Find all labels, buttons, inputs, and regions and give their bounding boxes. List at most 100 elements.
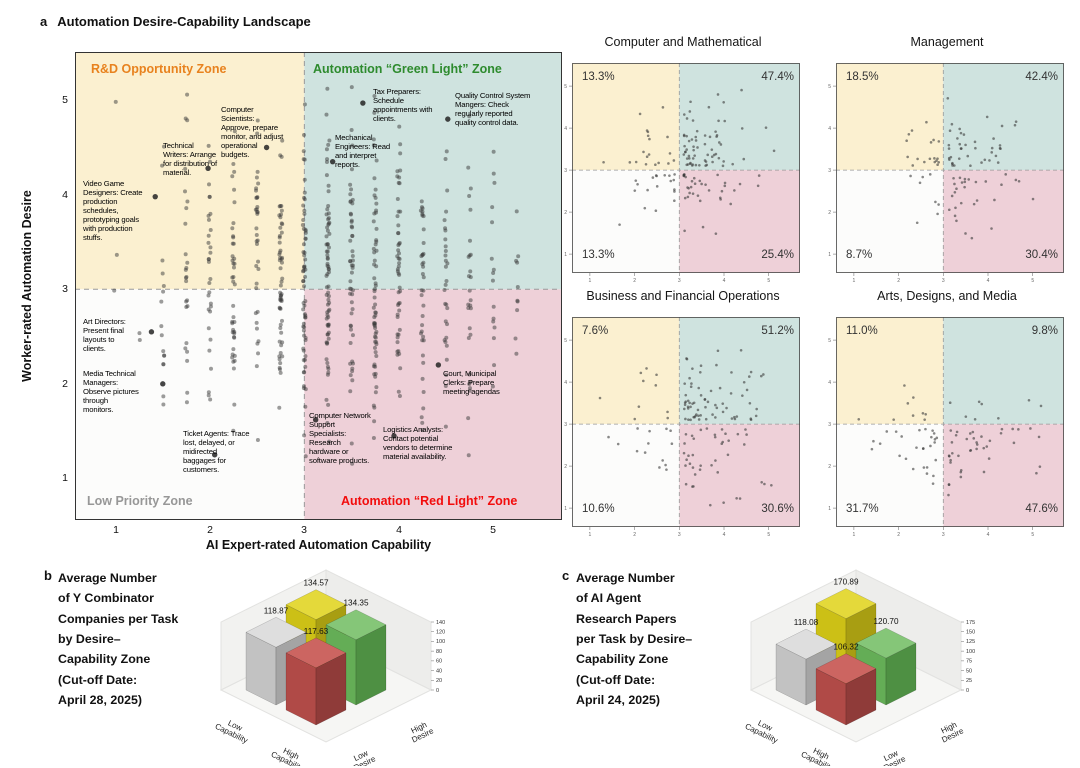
quadrant-pct-bottom-left: 8.7% <box>846 249 873 261</box>
svg-text:4: 4 <box>723 278 726 284</box>
x-tick: 1 <box>113 524 119 536</box>
y-axis-title: Worker-rated Automation Desire <box>20 190 34 382</box>
svg-text:LowDesire: LowDesire <box>879 746 908 766</box>
panel-b-caption: b Average Number of Y Combinator Companies… <box>44 568 190 710</box>
yc-companies-3d-bar-chart: 0 20 40 60 80 100 120 140 118.87 134.57 117.63 134.… <box>214 569 445 766</box>
zone-label-rd-opportunity: R&D Opportunity Zone <box>91 62 227 76</box>
svg-text:5: 5 <box>1031 532 1034 538</box>
occupation-panel-management: Management 1 1 2 2 3 3 4 4 5 5 18.5% 42.4% 8.7% 3… <box>824 28 1070 292</box>
svg-text:5: 5 <box>767 532 770 538</box>
svg-text:3: 3 <box>678 532 681 538</box>
zone-label-low-priority: Low Priority Zone <box>87 494 193 508</box>
svg-text:LowCapability: LowCapability <box>214 714 253 745</box>
svg-text:5: 5 <box>564 338 567 344</box>
caption-line: April 24, 2025) <box>576 693 661 708</box>
x-tick: 5 <box>490 524 496 536</box>
svg-text:4: 4 <box>564 380 567 386</box>
svg-text:4: 4 <box>564 126 567 132</box>
svg-text:2: 2 <box>633 532 636 538</box>
quadrant-pct-top-right: 47.4% <box>761 71 794 83</box>
svg-text:3: 3 <box>828 422 831 428</box>
quadrant-pct-top-right: 9.8% <box>1031 325 1058 337</box>
panel-c-title: Average Number of AI Agent Research Papers… <box>576 568 718 710</box>
svg-text:5: 5 <box>767 278 770 284</box>
task-annotation: Technical Writers: Arrange for distribut… <box>163 141 217 177</box>
svg-text:20: 20 <box>436 678 442 684</box>
svg-text:3: 3 <box>564 422 567 428</box>
svg-text:HighDesire: HighDesire <box>407 718 436 744</box>
caption-line: April 28, 2025) <box>58 693 143 708</box>
svg-text:2: 2 <box>564 464 567 470</box>
svg-text:80: 80 <box>436 649 442 655</box>
occupation-panel-computer-mathematical: Computer and Mathematical 1 1 2 2 3 3 4 4 5 5 13.… <box>560 28 806 292</box>
quadrant-pct-top-left: 18.5% <box>846 71 879 83</box>
svg-text:140: 140 <box>436 620 445 626</box>
panel-c-label: c <box>562 568 570 583</box>
occupation-panel-business-financial: Business and Financial Operations 1 1 2 2 3 3… <box>560 282 806 546</box>
caption-line: of Y Combinator <box>58 591 154 606</box>
caption-line: Average Number <box>58 571 157 585</box>
panel-b-label: b <box>44 568 52 583</box>
quadrant-pct-bottom-right: 30.4% <box>1025 249 1058 261</box>
panel-a-title: Automation Desire-Capability Landscape <box>57 14 311 29</box>
svg-text:100: 100 <box>966 649 975 655</box>
svg-text:3: 3 <box>942 532 945 538</box>
svg-text:5: 5 <box>828 84 831 90</box>
y-tick: 4 <box>62 189 68 201</box>
y-axis-ticks: 5 4 3 2 1 <box>42 52 68 520</box>
occupation-scatter: 1 1 2 2 3 3 4 4 5 5 <box>828 63 1064 284</box>
occupation-panel-arts-media: Arts, Designs, and Media 1 1 2 2 3 3 4 4 5 5 11.0… <box>824 282 1070 546</box>
svg-text:1: 1 <box>852 278 855 284</box>
y-tick: 5 <box>62 94 68 106</box>
quadrant-pct-top-left: 13.3% <box>582 71 615 83</box>
svg-text:4: 4 <box>828 126 831 132</box>
task-annotation: Computer Scientists: Approve, prepare mo… <box>221 105 284 159</box>
svg-text:50: 50 <box>966 668 972 674</box>
caption-line: of AI Agent <box>576 591 642 606</box>
svg-text:125: 125 <box>966 639 975 645</box>
svg-text:4: 4 <box>828 380 831 386</box>
svg-text:3: 3 <box>678 278 681 284</box>
svg-text:LowCapability: LowCapability <box>744 714 783 745</box>
svg-text:1: 1 <box>852 532 855 538</box>
svg-text:0: 0 <box>966 688 969 694</box>
svg-text:134.57: 134.57 <box>303 579 328 588</box>
occupation-scatter: 1 1 2 2 3 3 4 4 5 5 <box>828 317 1064 538</box>
landscape-plot: R&D Opportunity Zone Automation “Green L… <box>75 52 562 520</box>
svg-text:100: 100 <box>436 639 445 645</box>
task-annotation: Tax Preparers: Schedule appointments wit… <box>373 87 433 123</box>
svg-text:106.32: 106.32 <box>833 643 858 652</box>
caption-line: Average Number <box>576 571 675 585</box>
quadrant-pct-top-left: 7.6% <box>582 325 609 337</box>
occupation-title: Computer and Mathematical <box>604 35 762 49</box>
svg-text:3: 3 <box>564 168 567 174</box>
quadrant-pct-top-right: 51.2% <box>761 325 794 337</box>
y-tick: 3 <box>62 283 68 295</box>
occupation-title: Business and Financial Operations <box>586 289 780 303</box>
svg-text:5: 5 <box>564 84 567 90</box>
quadrant-pct-bottom-left: 10.6% <box>582 503 615 515</box>
svg-text:175: 175 <box>966 620 975 626</box>
x-axis-ticks: 1 2 3 4 5 <box>75 524 562 538</box>
ai-papers-3d-bar-chart: 0 25 50 75 100 125 150 175 118.08 170.89 106.32 120… <box>744 569 975 766</box>
task-annotation: Quality Control System Mangers: Check re… <box>455 91 531 127</box>
svg-text:LowDesire: LowDesire <box>349 746 378 766</box>
quadrant-pct-bottom-right: 25.4% <box>761 249 794 261</box>
svg-text:1: 1 <box>564 506 567 512</box>
svg-text:120.70: 120.70 <box>873 617 898 626</box>
svg-text:1: 1 <box>828 252 831 258</box>
caption-line: (Cut-off Date: <box>576 672 656 687</box>
panel-a-label: a <box>40 14 48 29</box>
task-annotations-layer: Video Game Designers: Create production … <box>75 52 562 520</box>
svg-text:40: 40 <box>436 668 442 674</box>
caption-line: (Cut-off Date: <box>58 672 138 687</box>
svg-text:25: 25 <box>966 678 972 684</box>
svg-text:2: 2 <box>897 278 900 284</box>
task-annotation: Art Directors: Present final layouts to … <box>83 317 126 353</box>
quadrant-pct-bottom-left: 31.7% <box>846 503 879 515</box>
caption-line: Capability Zone <box>576 652 669 667</box>
task-annotation: Mechanical Engineers: Read and interpret… <box>335 133 391 169</box>
occupation-title: Management <box>910 35 984 49</box>
svg-text:4: 4 <box>723 532 726 538</box>
caption-line: per Task by Desire– <box>576 632 693 647</box>
